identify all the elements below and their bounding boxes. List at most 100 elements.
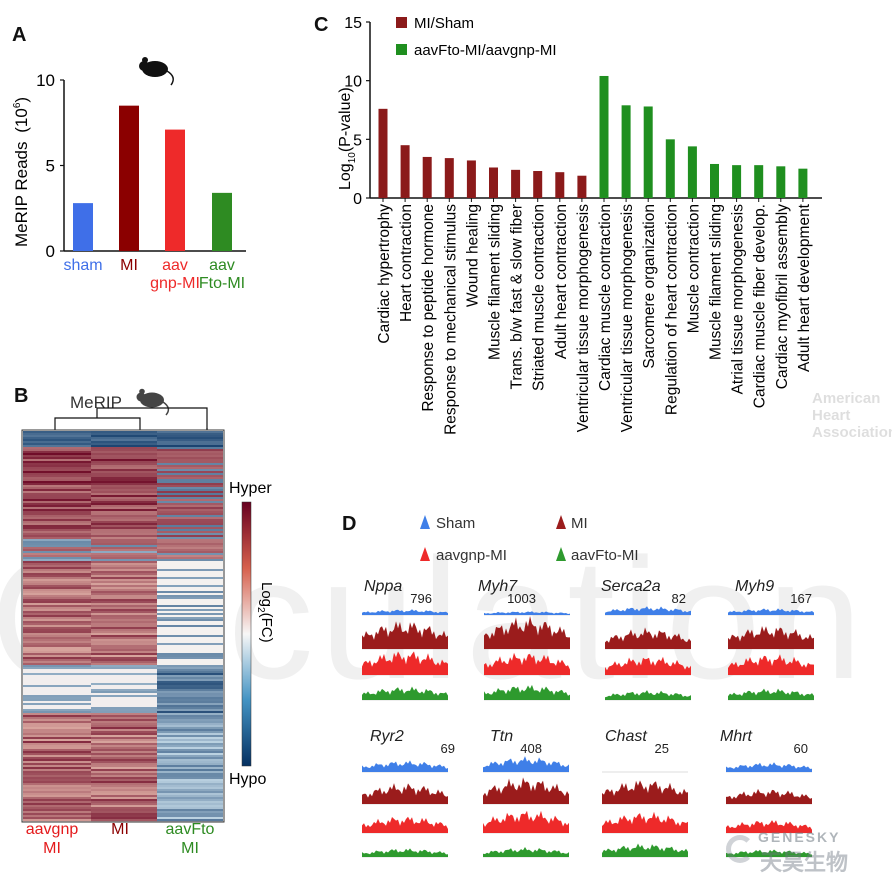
heatmap-cell — [91, 487, 157, 490]
heatmap-cell — [157, 775, 223, 778]
heatmap-cell — [23, 783, 91, 786]
heatmap-cell — [157, 473, 223, 476]
heatmap-cell — [91, 611, 157, 614]
bar — [665, 139, 675, 198]
bar — [798, 168, 808, 198]
heatmap-cell — [157, 793, 223, 796]
heatmap-cell — [91, 763, 157, 766]
heatmap-cell — [91, 635, 157, 638]
heatmap-cell — [23, 659, 91, 662]
heatmap-cell — [157, 815, 223, 818]
heatmap-cell — [23, 707, 91, 710]
heatmap-cell — [23, 777, 91, 780]
heatmap-cell — [91, 431, 157, 434]
heatmap-cell — [91, 449, 157, 452]
heatmap-cell — [23, 507, 91, 510]
heatmap-cell — [23, 453, 91, 456]
heatmap-cell — [23, 471, 91, 474]
heatmap-cell — [91, 537, 157, 540]
heatmap-cell — [157, 557, 223, 560]
heatmap-cell — [23, 487, 91, 490]
heatmap-cell — [91, 769, 157, 772]
heatmap-cell — [91, 681, 157, 684]
heatmap-cell — [157, 575, 223, 578]
heatmap-cell — [91, 589, 157, 592]
heatmap-cell — [157, 715, 223, 718]
heatmap-cell — [91, 555, 157, 558]
heatmap-cell — [23, 761, 91, 764]
heatmap-cell — [23, 795, 91, 798]
heatmap-cell — [157, 609, 223, 612]
heatmap-cell — [157, 553, 223, 556]
heatmap-cell — [23, 803, 91, 806]
heatmap-cell — [23, 799, 91, 802]
x-tick-label: Regulation of heart contraction — [663, 204, 680, 415]
heatmap-cell — [23, 493, 91, 496]
heatmap-cell — [91, 799, 157, 802]
heatmap-cell — [23, 475, 91, 478]
heatmap-cell — [23, 757, 91, 760]
colorbar-axis-label: Log2(FC) — [255, 582, 275, 643]
heatmap-cell — [23, 529, 91, 532]
heatmap-cell — [23, 737, 91, 740]
heatmap-cell — [157, 745, 223, 748]
track-scale: 82 — [672, 591, 686, 606]
heatmap-cell — [91, 687, 157, 690]
bar — [165, 129, 185, 251]
heatmap-cell — [23, 725, 91, 728]
heatmap-cell — [23, 441, 91, 444]
heatmap-cell — [23, 635, 91, 638]
heatmap-cell — [157, 773, 223, 776]
heatmap-cell — [157, 461, 223, 464]
heatmap-cell — [157, 795, 223, 798]
heatmap-cell — [157, 485, 223, 488]
heatmap-cell — [23, 479, 91, 482]
coverage-track — [728, 654, 814, 675]
coverage-track — [602, 843, 688, 857]
heatmap-cell — [157, 687, 223, 690]
heatmap-cell — [91, 779, 157, 782]
x-tick-label: Muscle filament sliding — [708, 204, 725, 360]
heatmap-cell — [23, 679, 91, 682]
heatmap-cell — [157, 535, 223, 538]
heatmap-cell — [23, 785, 91, 788]
heatmap-cell — [91, 649, 157, 652]
heatmap-cell — [91, 711, 157, 714]
gene-name: Myh9 — [735, 578, 774, 595]
heatmap-cell — [157, 785, 223, 788]
heatmap-cell — [91, 437, 157, 440]
heatmap-cell — [157, 627, 223, 630]
heatmap-cell — [157, 585, 223, 588]
heatmap-cell — [157, 779, 223, 782]
heatmap-cell — [91, 735, 157, 738]
heatmap-cell — [157, 493, 223, 496]
heatmap-cell — [157, 487, 223, 490]
heatmap-cell — [91, 811, 157, 814]
coverage-track — [484, 616, 570, 649]
heatmap-cell — [91, 547, 157, 550]
heatmap-cell — [157, 515, 223, 518]
heatmap-cell — [23, 539, 91, 542]
heatmap-cell — [23, 443, 91, 446]
heatmap-cell — [157, 735, 223, 738]
x-tick-label: Ventricular tissue morphogenesis — [619, 204, 636, 433]
coverage-track — [483, 810, 569, 833]
heatmap-cell — [157, 685, 223, 688]
heatmap-cell — [23, 481, 91, 484]
coverage-track — [362, 609, 448, 615]
heatmap-cell — [157, 721, 223, 724]
heatmap-cell — [23, 813, 91, 816]
heatmap-cell — [157, 635, 223, 638]
heatmap-cell — [157, 621, 223, 624]
legend-peak-sham — [420, 515, 430, 529]
heatmap-cell — [23, 549, 91, 552]
heatmap-cell — [157, 637, 223, 640]
heatmap-cell — [23, 553, 91, 556]
heatmap-cell — [91, 481, 157, 484]
heatmap-cell — [91, 679, 157, 682]
heatmap-cell — [157, 523, 223, 526]
heatmap-cell — [23, 563, 91, 566]
gene-name: Mhrt — [720, 728, 753, 745]
heatmap-cell — [23, 581, 91, 584]
heatmap-cell — [157, 597, 223, 600]
